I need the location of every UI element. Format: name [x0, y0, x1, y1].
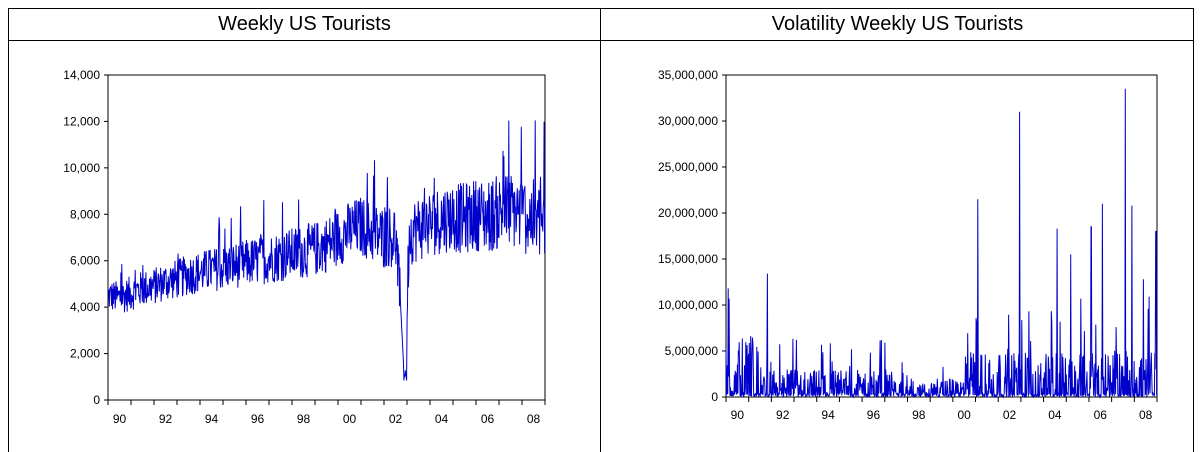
left-x-tick-label: 00 [343, 412, 357, 426]
left-x-tick-label: 90 [113, 412, 127, 426]
left-y-tick-label: 6,000 [70, 254, 100, 268]
left-y-tick-label: 8,000 [70, 207, 100, 221]
right-y-tick-label: 30,000,000 [658, 114, 718, 128]
right-x-tick-label: 90 [731, 408, 745, 422]
left-x-tick-label: 04 [435, 412, 449, 426]
left-x-tick-label: 98 [297, 412, 311, 426]
right-y-tick-label: 20,000,000 [658, 206, 718, 220]
left-y-tick-label: 10,000 [63, 161, 100, 175]
right-x-tick-label: 06 [1094, 408, 1108, 422]
left-x-tick-label: 92 [159, 412, 173, 426]
left-x-tick-label: 06 [481, 412, 495, 426]
title-divider [8, 40, 1194, 41]
left-x-tick-label: 96 [251, 412, 265, 426]
left-y-tick-label: 2,000 [70, 347, 100, 361]
left-y-tick-label: 0 [93, 393, 100, 407]
right-series-line [725, 88, 1158, 399]
right-y-tick-label: 10,000,000 [658, 298, 718, 312]
right-plot-area [725, 74, 1158, 398]
right-x-tick-label: 08 [1139, 408, 1153, 422]
right-chart-title: Volatility Weekly US Tourists [771, 13, 1024, 35]
left-x-tick-label: 94 [205, 412, 219, 426]
right-x-tick-label: 02 [1003, 408, 1017, 422]
left-x-tick-label: 02 [389, 412, 403, 426]
left-y-tick-label: 12,000 [63, 114, 100, 128]
right-y-tick-label: 35,000,000 [658, 68, 718, 82]
right-x-tick-label: 00 [958, 408, 972, 422]
right-x-tick-label: 94 [821, 408, 835, 422]
left-y-tick-label: 14,000 [63, 68, 100, 82]
panel-divider [600, 8, 601, 452]
right-x-tick-label: 98 [912, 408, 926, 422]
left-chart-title: Weekly US Tourists [218, 13, 391, 35]
right-y-tick-label: 0 [711, 390, 718, 404]
left-x-tick-label: 08 [527, 412, 541, 426]
left-series-line [107, 120, 546, 381]
right-y-tick-label: 15,000,000 [658, 252, 718, 266]
left-y-tick-label: 4,000 [70, 300, 100, 314]
right-x-tick-label: 04 [1048, 408, 1062, 422]
right-x-tick-label: 92 [776, 408, 790, 422]
figure-frame [8, 8, 1194, 452]
right-y-tick-label: 5,000,000 [665, 344, 719, 358]
right-y-tick-label: 25,000,000 [658, 160, 718, 174]
right-x-tick-label: 96 [867, 408, 881, 422]
